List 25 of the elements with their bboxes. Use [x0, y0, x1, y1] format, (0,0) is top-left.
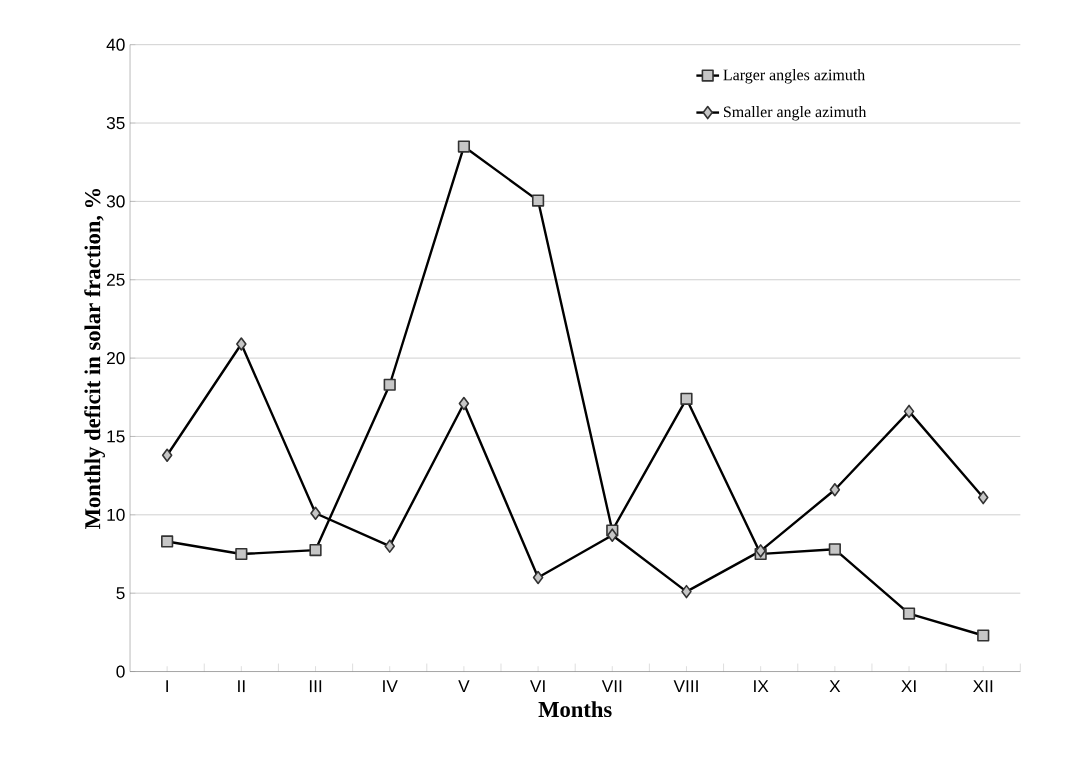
y-axis-title: Monthly deficit in solar fraction, % [84, 188, 105, 529]
x-tick-label: X [829, 680, 841, 692]
x-tick-label: II [238, 680, 245, 692]
x-tick-label: I [166, 680, 168, 692]
y-tick-label: 20 [107, 351, 125, 365]
y-tick-label: 25 [107, 273, 125, 286]
x-tick-label: VI [530, 680, 545, 692]
y-tick-label: 15 [107, 430, 125, 443]
y-tick-label: 30 [106, 195, 125, 208]
y-tick-label: 10 [107, 508, 125, 521]
legend-label: Larger angles azimuth [723, 68, 865, 84]
x-tick-label: XII [973, 680, 993, 692]
x-tick-label: VII [601, 680, 622, 692]
y-tick-label: 0 [116, 665, 125, 678]
y-tick-label: 35 [106, 116, 125, 130]
x-tick-label: IV [383, 680, 398, 692]
x-tick-label: VIII [673, 680, 698, 692]
x-tick-label: III [309, 680, 322, 692]
x-tick-label: XI [901, 680, 916, 692]
y-tick-label: 40 [106, 38, 125, 51]
x-tick-label: IX [754, 680, 769, 692]
legend-label: Smaller angle azimuth [723, 105, 867, 121]
x-axis-title: Months [538, 701, 612, 718]
y-tick-label: 5 [116, 587, 125, 600]
x-tick-label: V [458, 680, 470, 692]
